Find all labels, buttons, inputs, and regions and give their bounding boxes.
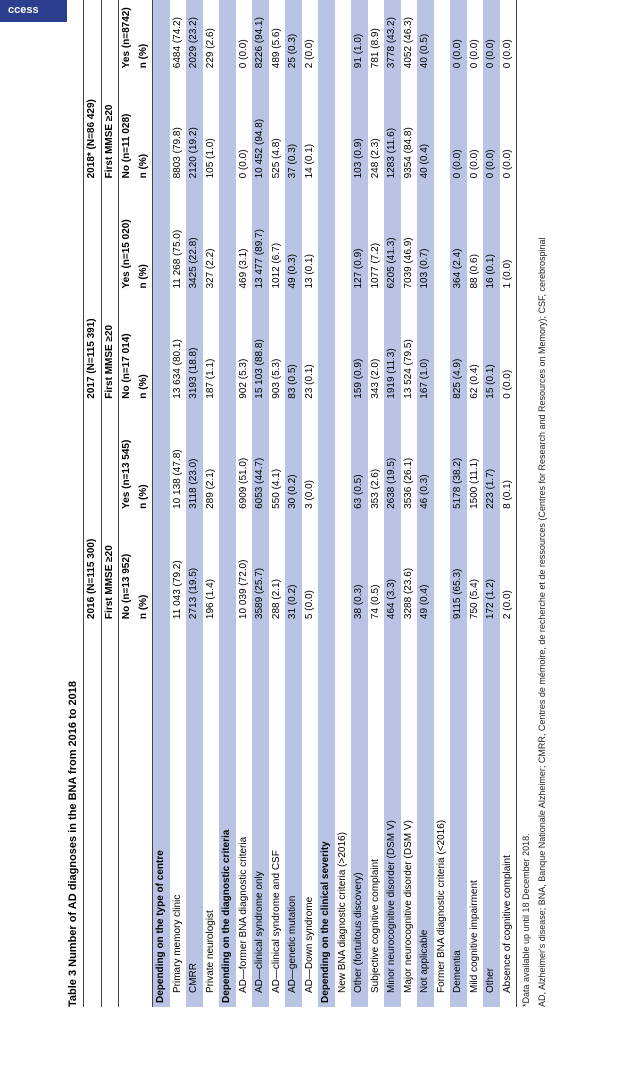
mmse-2016: First MMSE ≥20 — [101, 403, 119, 623]
row-adcsf: AD—clinical syndrome and CSF288 (2.1)550… — [269, 0, 286, 1007]
rotated-sheet: Table 3 Number of AD diagnoses in the BN… — [67, 0, 625, 1007]
table-title: Table 3 Number of AD diagnoses in the BN… — [67, 0, 83, 1007]
section-centre: Depending on the type of centre — [153, 0, 170, 1007]
row-absence: Absence of cognitive complaint2 (0.0)8 (… — [500, 0, 517, 1007]
section-severity: Depending on the clinical severity — [318, 0, 335, 1007]
row-major: Major neurocognitive disorder (DSM V)328… — [401, 0, 418, 1007]
footnote-2: AD, Alzheimer's disease; BNA, Banque Nat… — [533, 0, 549, 1007]
row-dementia: Dementia9115 (65.3)5178 (38.2)825 (4.9)3… — [450, 0, 467, 1007]
year-2018: 2018* (N=86 429) — [84, 0, 102, 182]
row-adclin: AD—clinical syndrome only3589 (25.7)6053… — [252, 0, 269, 1007]
row-subj: Subjective cognitive complaint74 (0.5)35… — [368, 0, 385, 1007]
row-minor: Minor neurocognitive disorder (DSM V)464… — [384, 0, 401, 1007]
yes-2016: Yes (n=13 545) — [119, 403, 136, 513]
row-adformer: AD—former BNA diagnostic criteria10 039 … — [236, 0, 253, 1007]
year-2016: 2016 (N=115 300) — [84, 403, 102, 623]
section-criteria: Depending on the diagnostic criteria — [219, 0, 236, 1007]
mmse-row: First MMSE ≥20 First MMSE ≥20 First MMSE… — [101, 0, 119, 1007]
row-na: Not applicable49 (0.4)46 (0.3)167 (1.0)1… — [417, 0, 434, 1007]
no-2016: No (n=13 952) — [119, 513, 136, 623]
footnote-1: *Data available up until 18 December 201… — [517, 0, 533, 1007]
row-primary: Primary memory clinic11 043 (79.2)10 138… — [170, 0, 187, 1007]
row-adgen: AD—genetic mutation31 (0.2)30 (0.2)83 (0… — [285, 0, 302, 1007]
subhead-n-row: No (n=13 952) Yes (n=13 545) No (n=17 01… — [119, 0, 136, 1007]
subhead-pct-row: n (%) n (%) n (%) n (%) n (%) n (%) — [136, 0, 153, 1007]
row-other: Other (fortuitous discovery)38 (0.3)63 (… — [351, 0, 368, 1007]
row-former: Former BNA diagnostic criteria (<2016) — [434, 0, 451, 1007]
no-2017: No (n=17 014) — [119, 293, 136, 403]
table-wrap: Table 3 Number of AD diagnoses in the BN… — [67, 0, 548, 1007]
year-2017: 2017 (N=115 391) — [84, 182, 102, 402]
row-private: Private neurologist196 (1.4)289 (2.1)187… — [203, 0, 220, 1007]
year-row: 2016 (N=115 300) 2017 (N=115 391) 2018* … — [84, 0, 102, 1007]
yes-2017: Yes (n=15 020) — [119, 182, 136, 292]
row-mci: Mild cognitive impairment750 (5.4)1500 (… — [467, 0, 484, 1007]
row-cmrr: CMRR2713 (19.5)3118 (23.0)3193 (18.8)342… — [186, 0, 203, 1007]
row-othrow: Other172 (1.2)223 (1.7)15 (0.1)16 (0.1)0… — [483, 0, 500, 1007]
row-addown: AD—Down syndrome5 (0.0)3 (0.0)23 (0.1)13… — [302, 0, 319, 1007]
yes-2018: Yes (n=8742) — [119, 0, 136, 72]
data-table: 2016 (N=115 300) 2017 (N=115 391) 2018* … — [83, 0, 517, 1007]
mmse-2018: First MMSE ≥20 — [101, 0, 119, 182]
no-2018: No (n=11 028) — [119, 72, 136, 182]
row-new: New BNA diagnostic criteria (>2016) — [335, 0, 352, 1007]
mmse-2017: First MMSE ≥20 — [101, 182, 119, 402]
